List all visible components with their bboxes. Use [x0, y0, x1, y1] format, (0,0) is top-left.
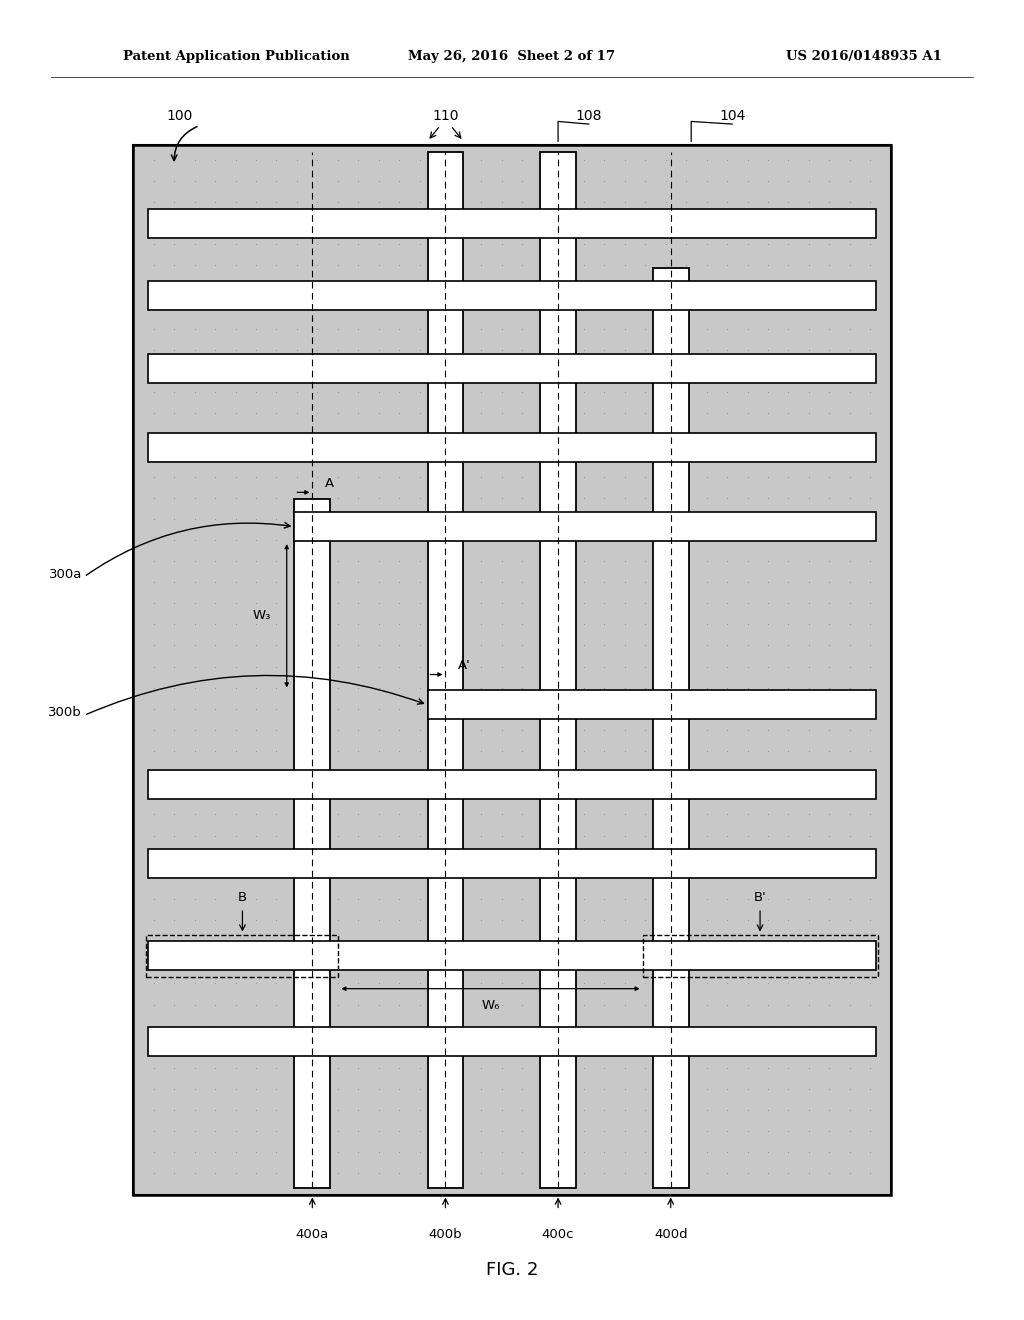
Text: W₃: W₃	[253, 610, 271, 622]
Text: May 26, 2016  Sheet 2 of 17: May 26, 2016 Sheet 2 of 17	[409, 50, 615, 63]
Text: 300b: 300b	[48, 706, 82, 719]
Bar	[541, 152, 577, 1188]
Text: W₆: W₆	[481, 999, 500, 1012]
Bar	[653, 268, 689, 1188]
Bar	[428, 690, 876, 719]
Bar	[133, 145, 891, 1195]
Text: 400b: 400b	[429, 1228, 462, 1241]
Text: US 2016/0148935 A1: US 2016/0148935 A1	[786, 50, 942, 63]
Text: Patent Application Publication: Patent Application Publication	[123, 50, 349, 63]
Text: A: A	[325, 477, 334, 490]
Text: 400d: 400d	[654, 1228, 687, 1241]
Text: B: B	[238, 891, 247, 904]
Text: 108: 108	[575, 110, 602, 123]
Bar	[148, 941, 876, 970]
Bar	[148, 354, 876, 383]
Text: 110: 110	[432, 110, 459, 123]
Bar	[643, 935, 878, 977]
Bar	[148, 849, 876, 878]
Text: 100: 100	[166, 110, 193, 123]
Bar	[146, 935, 338, 977]
Bar	[295, 499, 330, 1188]
Bar	[148, 1027, 876, 1056]
Text: FIG. 2: FIG. 2	[485, 1261, 539, 1279]
Bar	[133, 145, 891, 1195]
Text: 400c: 400c	[542, 1228, 574, 1241]
Bar	[428, 152, 463, 1188]
Text: 104: 104	[719, 110, 745, 123]
Text: 300a: 300a	[48, 568, 82, 581]
Text: B': B'	[754, 891, 766, 904]
Text: A': A'	[458, 659, 470, 672]
Bar	[295, 512, 876, 541]
Text: 400a: 400a	[296, 1228, 329, 1241]
Bar	[148, 770, 876, 799]
Bar	[148, 281, 876, 310]
Bar	[148, 209, 876, 238]
Bar	[148, 433, 876, 462]
